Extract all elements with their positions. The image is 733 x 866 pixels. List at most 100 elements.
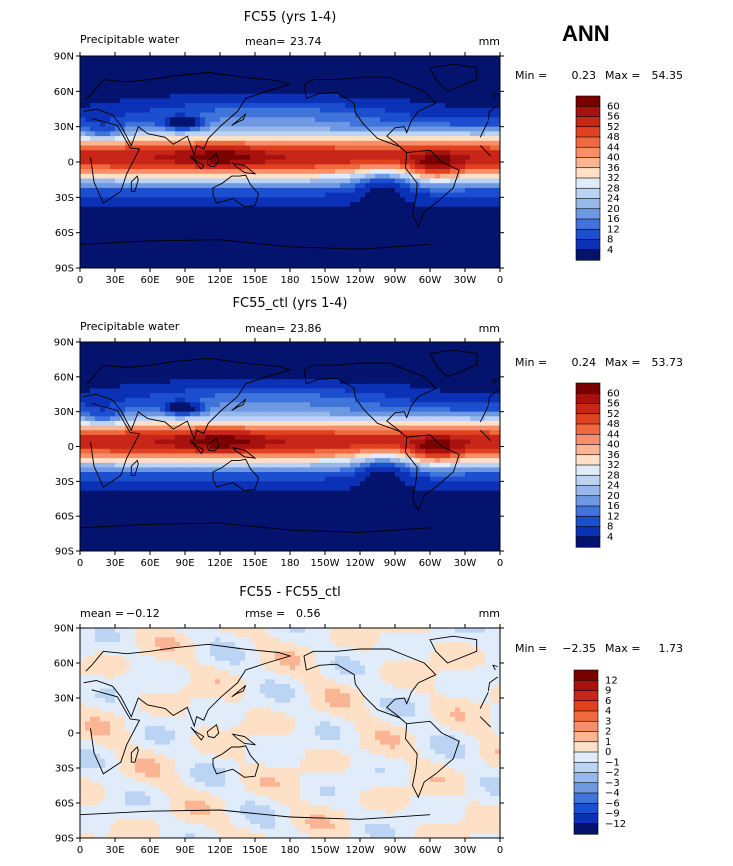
field-cell <box>325 393 331 399</box>
field-cell <box>310 173 316 180</box>
field-cell <box>375 365 381 371</box>
field-cell <box>250 79 256 85</box>
field-cell <box>335 383 341 390</box>
field-cell <box>435 173 441 180</box>
field-cell <box>265 88 271 95</box>
field-cell <box>145 126 151 132</box>
field-cell <box>410 202 416 208</box>
field-cell <box>140 150 146 156</box>
field-cell <box>410 230 416 236</box>
field-cell <box>335 154 341 161</box>
field-cell <box>345 136 351 142</box>
field-cell <box>310 70 316 76</box>
field-cell <box>285 183 291 189</box>
field-cell <box>310 351 316 357</box>
field-cell <box>360 107 366 114</box>
field-cell <box>325 65 331 71</box>
field-cell <box>470 351 476 357</box>
field-cell <box>270 60 276 67</box>
field-cell <box>425 103 431 109</box>
field-cell <box>300 145 306 151</box>
field-cell <box>450 173 456 180</box>
field-cell <box>225 374 231 380</box>
field-cell <box>400 183 406 189</box>
field-cell <box>200 197 206 203</box>
field-cell <box>405 65 411 71</box>
field-cell <box>325 112 331 118</box>
field-cell <box>475 107 481 114</box>
field-cell <box>395 131 401 137</box>
field-cell <box>140 220 146 227</box>
field-cell <box>145 211 151 217</box>
field-cell <box>195 365 201 371</box>
field-cell <box>115 173 121 180</box>
field-cell <box>470 178 476 184</box>
field-cell <box>180 253 186 260</box>
field-cell <box>460 235 466 241</box>
field-cell <box>450 365 456 371</box>
field-cell <box>445 225 451 231</box>
field-cell <box>155 397 161 403</box>
field-cell <box>105 70 111 76</box>
field-cell <box>410 379 416 385</box>
field-cell <box>320 173 326 180</box>
field-cell <box>250 365 256 371</box>
field-cell <box>430 117 436 123</box>
field-cell <box>225 103 231 109</box>
field-cell <box>245 225 251 231</box>
field-cell <box>95 230 101 236</box>
field-cell <box>195 235 201 241</box>
field-cell <box>195 249 201 255</box>
field-cell <box>300 220 306 227</box>
field-cell <box>425 369 431 376</box>
field-cell <box>405 192 411 198</box>
field-cell <box>425 107 431 114</box>
field-cell <box>225 187 231 194</box>
field-cell <box>350 126 356 132</box>
field-cell <box>245 192 251 198</box>
field-cell <box>90 202 96 208</box>
field-cell <box>240 197 246 203</box>
field-cell <box>395 60 401 67</box>
field-cell <box>250 263 256 268</box>
field-cell <box>425 235 431 241</box>
field-cell <box>395 159 401 165</box>
field-cell <box>495 383 500 390</box>
field-cell <box>140 346 146 352</box>
field-cell <box>295 230 301 236</box>
field-cell <box>360 253 366 260</box>
field-cell <box>250 192 256 198</box>
field-cell <box>210 164 216 170</box>
field-cell <box>330 117 336 123</box>
field-cell <box>85 388 91 394</box>
field-cell <box>325 202 331 208</box>
field-cell <box>355 253 361 260</box>
field-cell <box>485 383 491 390</box>
field-cell <box>270 65 276 71</box>
field-cell <box>225 355 231 362</box>
field-cell <box>240 131 246 137</box>
field-cell <box>140 402 146 408</box>
field-cell <box>265 173 271 180</box>
field-cell <box>405 103 411 109</box>
field-cell <box>315 79 321 85</box>
field-cell <box>190 136 196 142</box>
field-cell <box>205 121 211 128</box>
field-cell <box>350 65 356 71</box>
field-cell <box>425 150 431 156</box>
field-cell <box>350 258 356 264</box>
field-cell <box>365 84 371 90</box>
field-cell <box>415 121 421 128</box>
field-cell <box>165 351 171 357</box>
field-cell <box>200 187 206 194</box>
field-cell <box>355 107 361 114</box>
field-cell <box>410 140 416 147</box>
field-cell <box>240 379 246 385</box>
field-cell <box>190 342 196 348</box>
field-cell <box>160 93 166 99</box>
field-cell <box>260 239 266 246</box>
field-cell <box>170 103 176 109</box>
field-cell <box>360 258 366 264</box>
field-cell <box>115 169 121 175</box>
field-cell <box>360 112 366 118</box>
